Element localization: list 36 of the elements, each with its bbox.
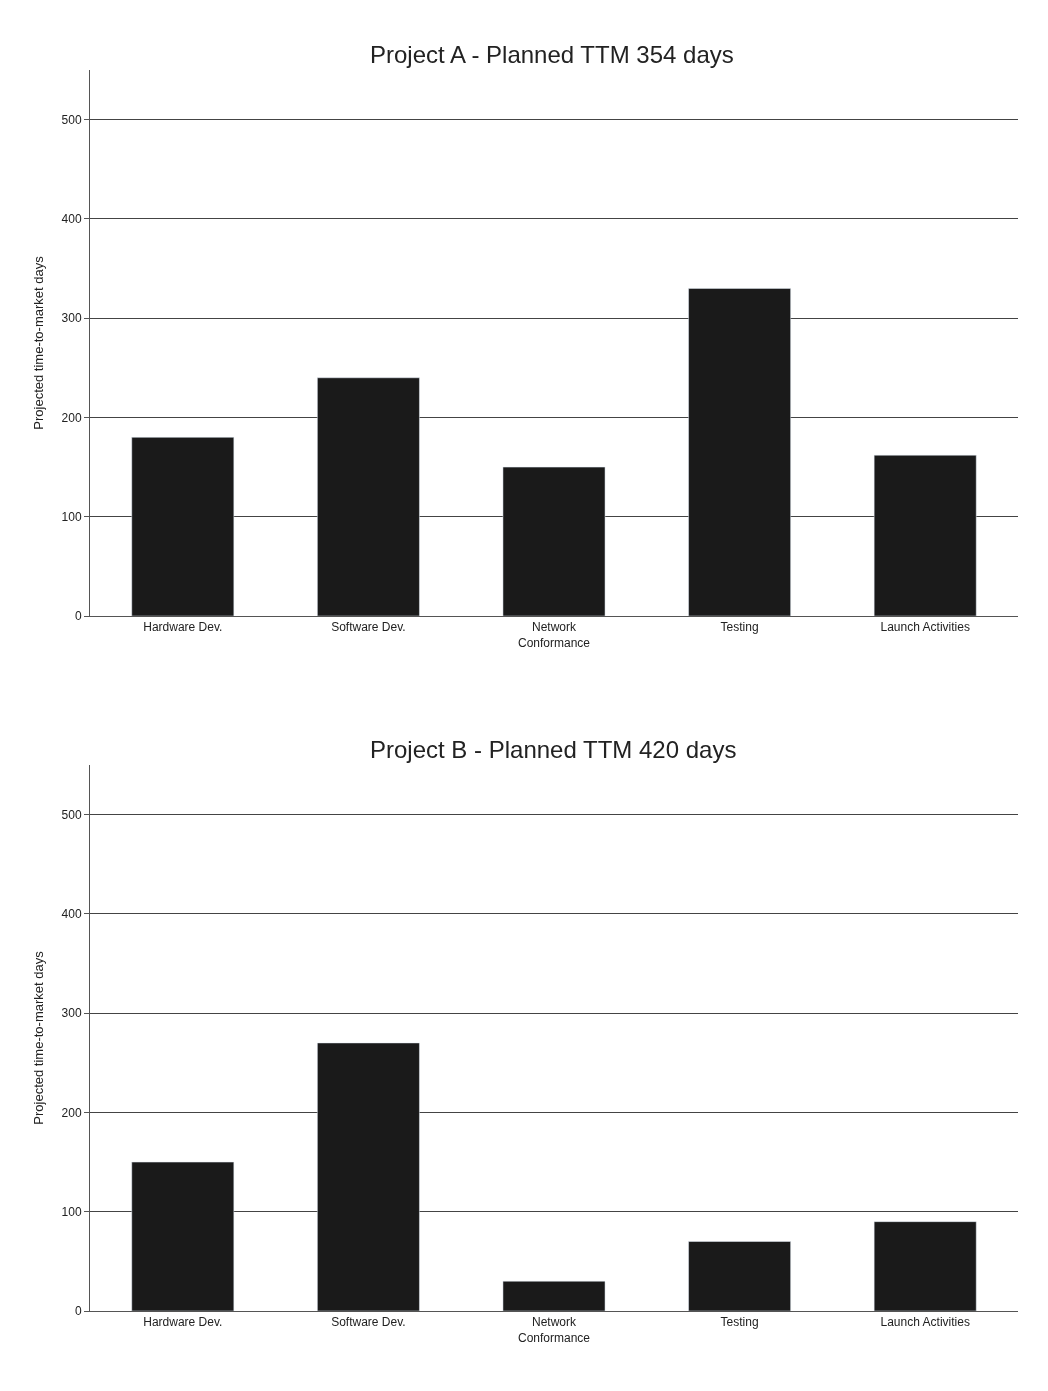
bar [873,454,977,617]
bar [688,288,791,617]
x-tick-label: Hardware Dev. [143,620,223,635]
y-tick-label: 100 [61,1204,82,1219]
x-tick-label: Network Conformance [517,1315,591,1345]
chart-title: Project B - Planned TTM 420 days [370,736,737,763]
y-tick-label: 500 [61,807,82,822]
y-tick-label: 400 [61,212,82,227]
y-tick-label: 200 [61,410,82,425]
bar [688,1241,791,1311]
bar [317,377,420,617]
x-tick-label: Launch Activities [880,1315,970,1330]
x-tick-label: Testing [720,1315,759,1330]
y-axis-title: Projected time-to-market days [30,950,46,1125]
y-tick-label: 0 [74,1304,82,1319]
bar [502,466,606,617]
bar [131,1161,235,1311]
y-tick-label: 200 [61,1105,82,1120]
bar [131,437,235,617]
x-tick-label: Launch Activities [880,620,970,635]
y-tick-label: 300 [61,311,82,326]
chart-title: Project A - Planned TTM 354 days [370,41,734,68]
x-tick-label: Network Conformance [517,620,591,651]
y-tick-label: 400 [61,907,82,922]
x-tick-label: Software Dev. [331,620,406,635]
bar [502,1280,606,1311]
x-tick-label: Software Dev. [331,1315,406,1330]
y-tick-label: 300 [61,1006,82,1021]
y-tick-label: 100 [61,509,82,524]
y-tick-label: 0 [74,609,82,624]
y-axis-title: Projected time-to-market days [30,255,46,430]
y-tick-label: 500 [61,112,82,127]
bar [873,1221,977,1311]
x-tick-label: Testing [720,620,759,635]
bar [317,1042,420,1311]
x-tick-label: Hardware Dev. [143,1315,223,1330]
